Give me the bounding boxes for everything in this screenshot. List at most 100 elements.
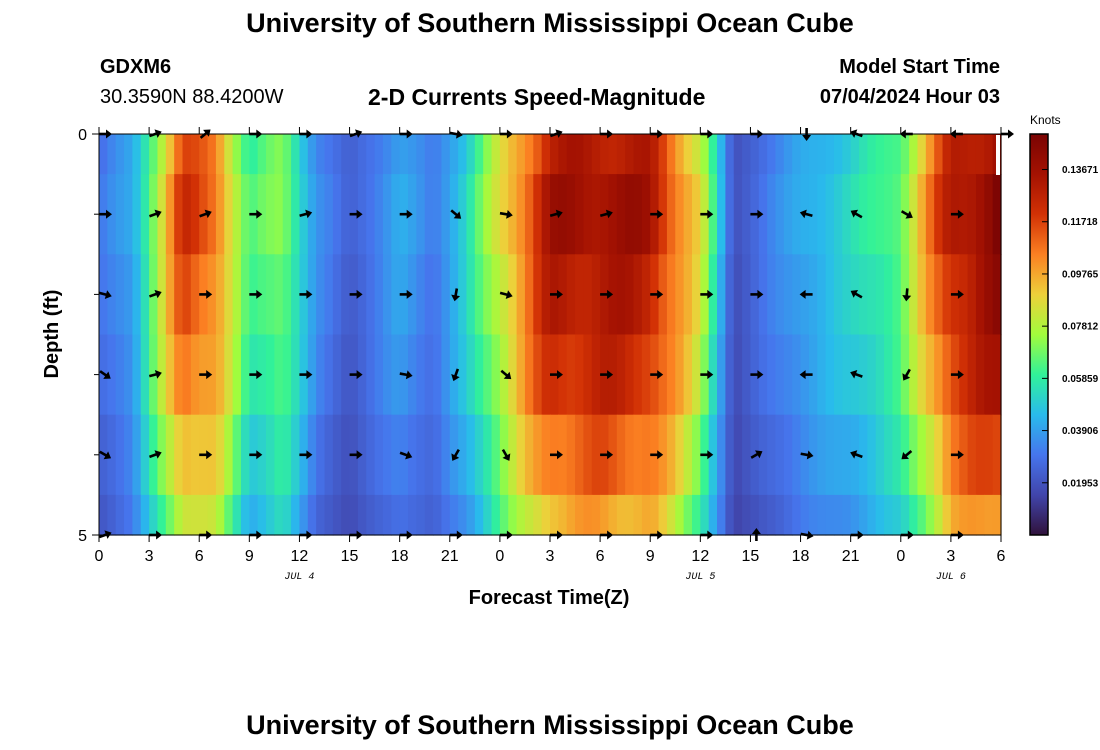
heatmap-cell: [524, 134, 534, 175]
heatmap-cell: [650, 134, 660, 175]
current-arrow: [550, 370, 563, 380]
heatmap-cell: [449, 134, 459, 175]
heatmap-cell: [591, 414, 601, 496]
heatmap-cell: [140, 494, 150, 536]
heatmap-cell: [758, 414, 768, 496]
heatmap-cell: [257, 494, 267, 536]
heatmap-cell: [783, 134, 793, 175]
heatmap-cell: [591, 254, 601, 336]
current-arrow: [950, 209, 964, 219]
heatmap-cell: [357, 334, 367, 416]
heatmap-cell: [708, 134, 718, 175]
heatmap-cell: [959, 254, 969, 336]
heatmap-cell: [909, 134, 919, 175]
heatmap-cell: [558, 334, 568, 416]
current-arrow: [98, 290, 112, 300]
heatmap-cell: [725, 174, 735, 255]
heatmap-cell: [666, 254, 676, 336]
current-arrow: [199, 209, 212, 219]
heatmap-cell: [357, 414, 367, 496]
current-arrow: [901, 449, 913, 460]
current-arrow: [850, 209, 863, 219]
heatmap-cell: [341, 414, 351, 496]
heatmap-cell: [140, 334, 150, 416]
heatmap-cell: [240, 334, 250, 416]
heatmap-cell: [792, 414, 802, 496]
heatmap-cell: [115, 494, 125, 536]
heatmap-cell: [833, 254, 843, 336]
heatmap-cell: [641, 254, 651, 336]
heatmap-cell: [449, 254, 459, 336]
heatmap-cell: [374, 174, 384, 255]
heatmap-cell: [733, 134, 743, 175]
current-arrow: [902, 368, 911, 381]
heatmap-cell: [792, 334, 802, 416]
heatmap-cell: [783, 494, 793, 536]
heatmap-cell: [215, 134, 225, 175]
heatmap-cell: [516, 334, 526, 416]
heatmap-cell: [215, 254, 225, 336]
heatmap-cell: [332, 174, 342, 255]
heatmap-cell: [817, 134, 827, 175]
heatmap-cell: [909, 414, 919, 496]
heatmap-cell: [633, 494, 643, 536]
heatmap-cell: [558, 254, 568, 336]
heatmap-cell: [566, 174, 576, 255]
heatmap-cell: [391, 334, 401, 416]
heatmap-cell: [232, 254, 242, 336]
heatmap-cell: [416, 134, 426, 175]
heatmap-cell: [717, 494, 726, 536]
heatmap-cell: [625, 414, 635, 496]
heatmap-cell: [541, 494, 551, 536]
heatmap-cell: [775, 134, 785, 175]
heatmap-cell: [583, 254, 593, 336]
heatmap-cell: [458, 334, 468, 416]
heatmap-cell: [249, 494, 259, 536]
heatmap-cell: [633, 174, 643, 255]
heatmap-cell: [591, 134, 601, 175]
heatmap-cell: [825, 414, 835, 496]
x-tick-label: 15: [341, 548, 359, 565]
heatmap-cell: [132, 414, 142, 496]
heatmap-cell: [975, 134, 985, 175]
heatmap-cell: [583, 134, 593, 175]
heatmap-cell: [833, 174, 843, 255]
heatmap-cell: [182, 134, 192, 175]
heatmap-cell: [224, 134, 234, 175]
heatmap-cell: [725, 494, 735, 536]
heatmap-cell: [174, 414, 184, 496]
heatmap-cell: [633, 134, 643, 175]
heatmap-cell: [625, 174, 635, 255]
heatmap-cell: [516, 254, 526, 336]
heatmap-cell: [232, 334, 242, 416]
heatmap-cell: [942, 254, 952, 336]
heatmap-cell: [717, 414, 726, 496]
heatmap-cell: [808, 494, 818, 536]
current-arrow: [349, 450, 363, 460]
heatmap-cell: [691, 174, 701, 255]
heatmap-cell: [408, 334, 417, 416]
current-arrow: [950, 289, 964, 299]
heatmap-cell: [291, 494, 301, 536]
heatmap-cell: [466, 174, 476, 255]
heatmap-cell: [382, 254, 392, 336]
heatmap-cell: [842, 254, 852, 336]
heatmap-cell: [817, 254, 827, 336]
heatmap-cell: [282, 174, 292, 255]
heatmap-cell: [408, 174, 417, 255]
heatmap-cell: [374, 494, 384, 536]
heatmap-cell: [232, 174, 242, 255]
x-tick-label: 3: [145, 548, 154, 565]
heatmap-cell: [566, 134, 576, 175]
heatmap-cell: [717, 334, 726, 416]
heatmap-cell: [583, 414, 593, 496]
current-arrow: [249, 370, 263, 380]
heatmap-cell: [324, 334, 334, 416]
heatmap-cell: [767, 494, 777, 536]
heatmap-cell: [967, 254, 977, 336]
heatmap-cell: [658, 174, 668, 255]
heatmap-cell: [934, 414, 944, 496]
heatmap-cell: [691, 494, 701, 536]
heatmap-cell: [583, 174, 593, 255]
heatmap-cell: [992, 174, 1002, 255]
